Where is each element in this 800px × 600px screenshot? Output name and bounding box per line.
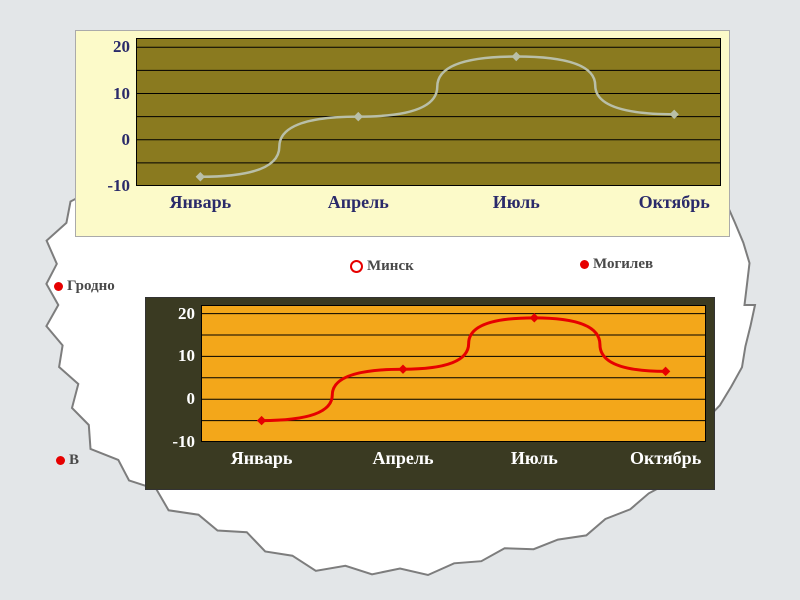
x-tick-label: Октябрь [639, 192, 710, 213]
city-В: В [56, 452, 79, 469]
city-Могилев: Могилев [580, 256, 653, 273]
y-tick-label: 0 [187, 389, 196, 409]
x-tick-label: Январь [170, 192, 232, 213]
y-tick-label: 10 [113, 84, 130, 104]
x-tick-label: Январь [231, 448, 293, 469]
y-tick-label: -10 [172, 432, 195, 452]
city-dot-icon [54, 282, 63, 291]
x-tick-label: Октябрь [630, 448, 701, 469]
y-tick-label: 20 [178, 304, 195, 324]
chart-top-plot: -1001020ЯнварьАпрельИюльОктябрь [136, 38, 721, 186]
city-dot-icon [580, 260, 589, 269]
y-tick-label: 10 [178, 346, 195, 366]
y-tick-label: -10 [107, 176, 130, 196]
city-Гродно: Гродно [54, 278, 115, 295]
x-tick-label: Июль [511, 448, 558, 469]
city-ring-icon [350, 260, 363, 273]
chart-svg [201, 305, 706, 442]
x-tick-label: Июль [493, 192, 540, 213]
city-label: Минск [367, 258, 414, 275]
chart-top: -10 0 10 20 Январь Апрель Июль Октябрь [75, 30, 730, 237]
city-dot-icon [56, 456, 65, 465]
x-tick-label: Апрель [373, 448, 434, 469]
chart-bottom: -10 0 10 20 Январь Апрель Июль Октябрь [145, 297, 715, 490]
chart-svg [136, 38, 721, 186]
y-tick-label: 0 [122, 130, 131, 150]
city-label: Могилев [593, 256, 653, 273]
y-tick-label: 20 [113, 37, 130, 57]
city-label: В [69, 452, 79, 469]
x-tick-label: Апрель [328, 192, 389, 213]
chart-bottom-plot: -1001020ЯнварьАпрельИюльОктябрь [201, 305, 706, 442]
city-label: Гродно [67, 278, 115, 295]
city-Минск: Минск [350, 258, 414, 275]
